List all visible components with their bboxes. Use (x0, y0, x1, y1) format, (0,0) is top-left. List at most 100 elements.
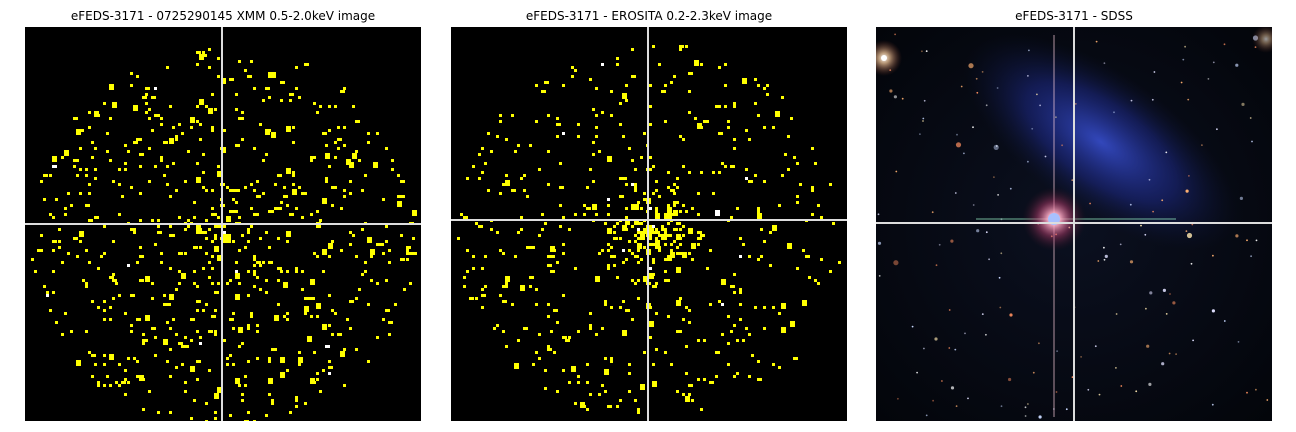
count-pixel (757, 84, 760, 87)
count-pixel (139, 165, 142, 168)
count-pixel (199, 246, 202, 249)
count-pixel (589, 393, 592, 396)
count-pixel (343, 384, 346, 387)
count-pixel (97, 306, 100, 309)
count-pixel (775, 111, 780, 117)
count-pixel (118, 168, 121, 171)
count-pixel (49, 174, 52, 177)
count-pixel (667, 255, 672, 261)
count-pixel (472, 165, 475, 168)
field-star (1055, 391, 1058, 393)
field-star (1000, 218, 1003, 221)
count-pixel (538, 333, 541, 336)
count-pixel (352, 105, 355, 108)
count-pixel (634, 282, 637, 285)
count-pixel (748, 180, 753, 183)
count-pixel (43, 285, 46, 288)
count-pixel (196, 360, 201, 363)
count-pixel (502, 285, 505, 288)
count-pixel (352, 234, 355, 237)
count-pixel (682, 165, 685, 168)
count-pixel (547, 345, 550, 348)
count-pixel (73, 165, 76, 168)
count-pixel (772, 225, 777, 231)
count-pixel (607, 204, 610, 207)
count-pixel (610, 246, 613, 249)
count-pixel (688, 228, 693, 234)
count-pixel (76, 129, 81, 135)
count-pixel (676, 252, 679, 255)
count-pixel (757, 210, 760, 213)
field-star (1113, 111, 1115, 114)
count-pixel (334, 186, 337, 189)
count-pixel (244, 186, 247, 189)
count-pixel (343, 189, 346, 192)
count-pixel (79, 231, 84, 237)
count-pixel (808, 276, 811, 279)
count-pixel (679, 297, 682, 300)
count-pixel (622, 300, 625, 303)
count-pixel (190, 339, 193, 342)
field-star (1191, 223, 1194, 226)
count-pixel (676, 222, 681, 225)
count-pixel (277, 174, 282, 177)
count-pixel (601, 384, 604, 387)
count-pixel (604, 390, 607, 393)
count-pixel (160, 117, 163, 120)
field-star (1031, 127, 1034, 130)
count-pixel (145, 111, 148, 114)
count-pixel (343, 195, 346, 198)
count-pixel (55, 198, 58, 201)
count-pixel (187, 225, 190, 228)
count-pixel (679, 243, 682, 246)
count-pixel (577, 375, 580, 378)
count-pixel (325, 153, 330, 159)
count-pixel (499, 192, 502, 195)
count-pixel (574, 213, 577, 216)
field-star (1266, 399, 1269, 401)
count-pixel (745, 129, 748, 132)
count-pixel (562, 252, 565, 255)
count-pixel (778, 204, 781, 207)
count-pixel (685, 210, 688, 213)
count-pixel (604, 303, 607, 306)
count-pixel (118, 213, 121, 216)
count-pixel (94, 363, 97, 366)
count-pixel (103, 318, 106, 321)
count-pixel (664, 243, 667, 246)
count-pixel (172, 162, 175, 165)
count-pixel (622, 135, 625, 138)
field-star (925, 414, 928, 417)
count-pixel (619, 177, 622, 180)
count-pixel (379, 243, 384, 246)
count-pixel (589, 168, 592, 171)
count-pixel (637, 231, 640, 234)
count-pixel (385, 225, 388, 228)
count-pixel (556, 390, 559, 393)
count-pixel (175, 189, 178, 192)
count-pixel (163, 174, 166, 177)
count-pixel (247, 411, 250, 414)
count-pixel (481, 294, 486, 297)
count-pixel (688, 393, 691, 396)
count-pixel (376, 336, 379, 339)
count-pixel (202, 171, 205, 174)
count-pixel (304, 297, 307, 300)
count-pixel (748, 333, 751, 336)
count-pixel (94, 216, 99, 219)
count-pixel (247, 327, 250, 330)
count-pixel (748, 375, 751, 378)
count-pixel (619, 399, 622, 402)
count-pixel (85, 174, 88, 177)
count-pixel (637, 408, 640, 411)
count-pixel (328, 366, 333, 369)
count-pixel (505, 276, 510, 282)
count-pixel (319, 390, 322, 393)
count-pixel (382, 252, 385, 255)
field-star (993, 176, 995, 179)
count-pixel (466, 177, 469, 180)
count-pixel (268, 210, 271, 213)
count-pixel (628, 147, 631, 150)
field-star (889, 89, 893, 93)
count-pixel (214, 393, 219, 399)
